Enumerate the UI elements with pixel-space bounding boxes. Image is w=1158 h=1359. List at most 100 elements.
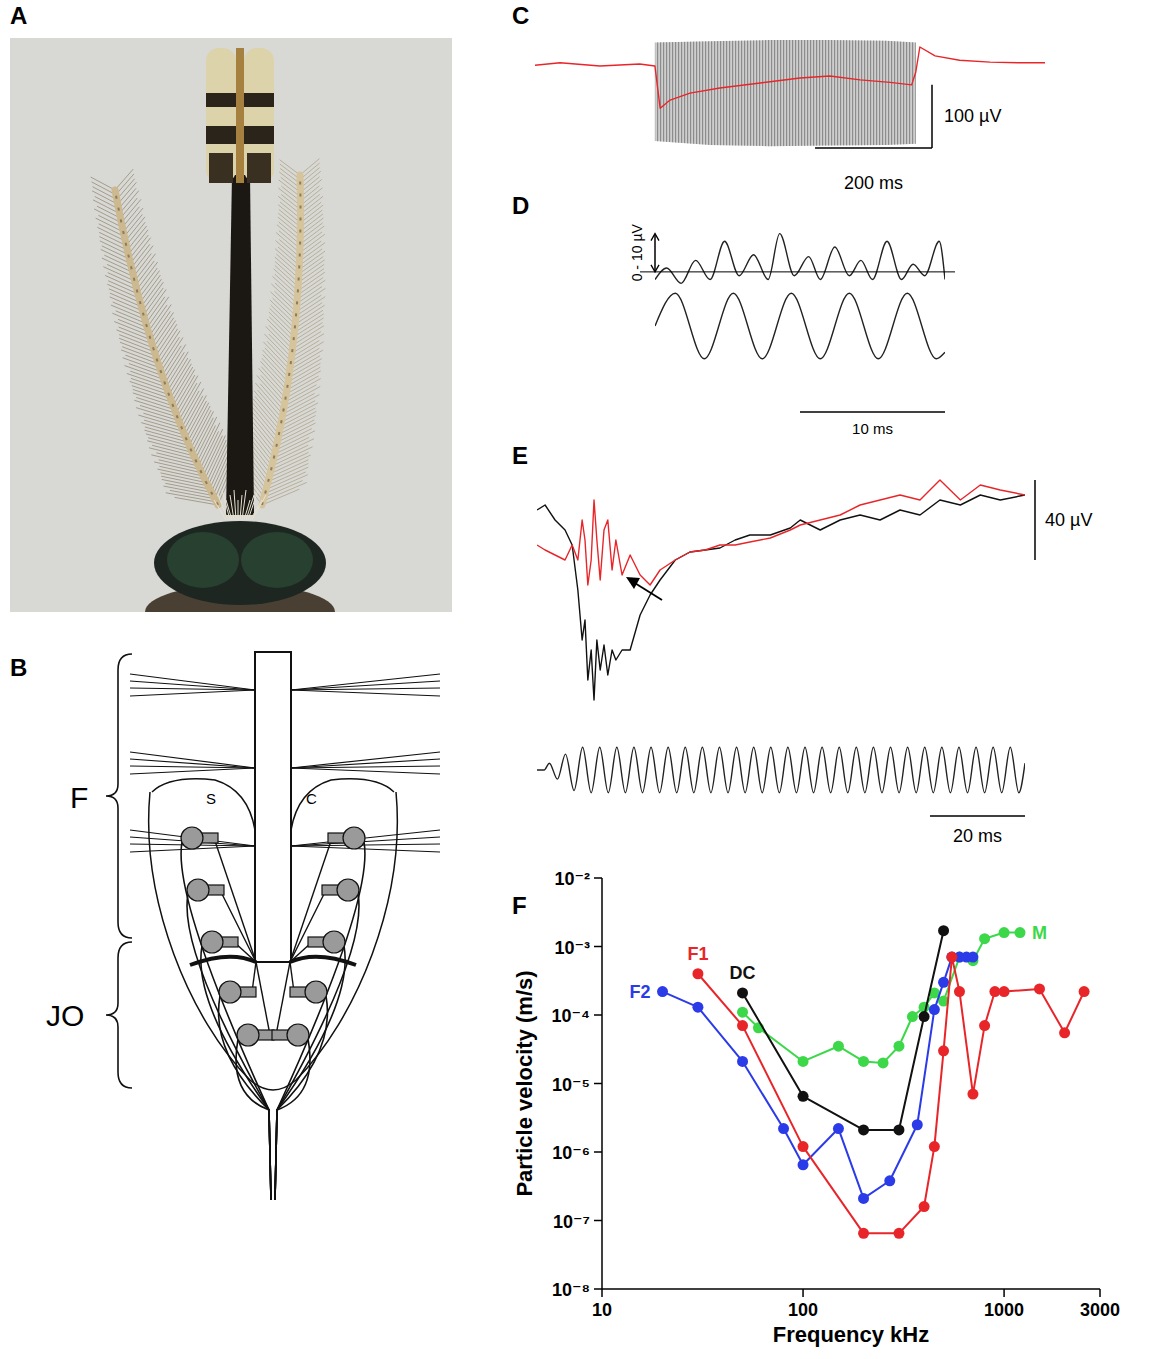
flagellum-hair [130, 681, 255, 690]
scolopidium [237, 1024, 259, 1046]
data-point [929, 1004, 940, 1015]
antenna-hair [91, 177, 115, 190]
x-tick [802, 1289, 804, 1297]
antenna-hair [198, 423, 220, 466]
brace [106, 942, 132, 1088]
flagellum [255, 652, 291, 962]
y-axis-title: Particle velocity (m/s) [512, 970, 537, 1196]
antenna-hair [126, 222, 145, 245]
data-point [912, 1119, 923, 1130]
x-axis-line [602, 1288, 1100, 1290]
nerve-fiber [236, 1039, 271, 1200]
antenna-hair [145, 289, 166, 319]
data-point [967, 1089, 978, 1100]
antenna-hair [275, 257, 299, 278]
antenna-hair [202, 429, 223, 473]
x-tick-label: 3000 [1080, 1300, 1120, 1320]
data-point [929, 1141, 940, 1152]
panel-a-photo [10, 38, 452, 612]
y-tick-label: 10⁻⁷ [553, 1212, 590, 1232]
diagram-label: C [306, 790, 317, 807]
data-point [692, 968, 703, 979]
data-point [938, 1045, 949, 1056]
scolopidium [323, 931, 345, 953]
trace-group [655, 234, 945, 359]
pedicel-wall [291, 779, 394, 830]
flagellum-hair [130, 768, 255, 774]
nerve-fiber [201, 946, 271, 1200]
antenna-hair [280, 160, 300, 175]
flagellum-hair [291, 759, 440, 768]
scolopidium-attachment [220, 890, 256, 962]
nerve-fiber [187, 894, 271, 1200]
data-point [979, 1020, 990, 1031]
antenna-hair [148, 305, 167, 332]
scale-bar [930, 815, 1025, 817]
data-point [798, 1091, 809, 1102]
data-point [946, 952, 957, 963]
antenna-hair [269, 334, 292, 357]
scale-bar [654, 234, 656, 272]
series-label: F2 [630, 982, 651, 1002]
series-line [698, 957, 1084, 1233]
data-point [858, 1228, 869, 1239]
proboscis [226, 175, 254, 515]
pedicel-wall [152, 779, 255, 830]
antenna-hair [131, 244, 149, 267]
panel-letter: D [512, 192, 529, 219]
nerve-fiber [275, 946, 345, 1200]
face-hair [230, 495, 234, 520]
data-point [938, 977, 949, 988]
antenna-hair [137, 262, 158, 290]
head [154, 521, 326, 605]
palp-band [209, 153, 233, 183]
scale-label: 0 - 10 µV [629, 224, 645, 282]
nerve-fiber [275, 842, 365, 1200]
flagellum-hair [291, 752, 440, 768]
basal-plate [190, 957, 256, 965]
y-tick [594, 1288, 602, 1290]
proboscis-tip [236, 48, 244, 183]
antenna-hair [275, 283, 297, 304]
y-tick-label: 10⁻² [554, 869, 590, 889]
antenna-hair [138, 268, 157, 294]
data-point [979, 933, 990, 944]
arrow-head [651, 265, 659, 272]
antenna-hair [276, 233, 300, 253]
scolopidium [187, 879, 209, 901]
eye [241, 532, 313, 588]
antenna-hair [195, 417, 217, 459]
data-point [1079, 986, 1090, 997]
antenna-hair [271, 305, 295, 328]
antenna-hair [206, 440, 226, 483]
flagellum-hair [291, 688, 440, 690]
antenna-hair [176, 376, 198, 414]
response-trace [535, 47, 1045, 108]
data-point [737, 1007, 748, 1018]
series-group [657, 925, 1090, 1239]
antenna-hair [252, 407, 278, 438]
antenna-hair [132, 246, 153, 273]
antenna-hair [261, 361, 287, 390]
flagellum-hair [291, 681, 440, 690]
antenna-hair [251, 416, 276, 447]
face-hair [240, 495, 242, 520]
antenna-hair [140, 275, 160, 302]
flagellum-hair [130, 752, 255, 768]
antenna-hair [185, 395, 207, 434]
data-point [798, 1056, 809, 1067]
nerve-fiber [275, 894, 359, 1200]
data-point [858, 1193, 869, 1204]
antenna-hair [274, 291, 296, 312]
antenna-hair [179, 382, 201, 421]
data-point [946, 952, 957, 963]
face-hair [250, 500, 262, 520]
antenna-hair [205, 436, 226, 480]
data-point [893, 1041, 904, 1052]
data-point [919, 1011, 930, 1022]
y-tick-label: 10⁻³ [554, 938, 590, 958]
antenna-hair [253, 399, 280, 430]
palp-band [244, 126, 274, 144]
diagram-label: JO [46, 999, 84, 1032]
data-point [919, 1201, 930, 1212]
